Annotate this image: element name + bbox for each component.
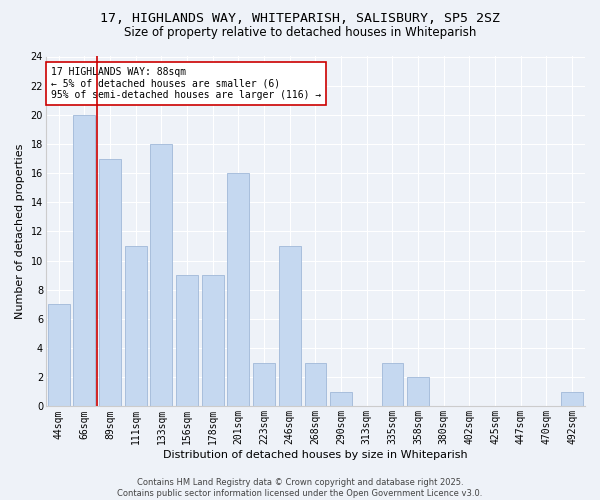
Bar [561,392,583,406]
Bar [99,158,121,406]
Text: 17, HIGHLANDS WAY, WHITEPARISH, SALISBURY, SP5 2SZ: 17, HIGHLANDS WAY, WHITEPARISH, SALISBUR… [100,12,500,26]
Text: Contains HM Land Registry data © Crown copyright and database right 2025.
Contai: Contains HM Land Registry data © Crown c… [118,478,482,498]
Bar [330,392,352,406]
Bar [125,246,146,406]
Bar [382,362,403,406]
Bar [407,378,429,406]
Text: 17 HIGHLANDS WAY: 88sqm
← 5% of detached houses are smaller (6)
95% of semi-deta: 17 HIGHLANDS WAY: 88sqm ← 5% of detached… [51,67,322,100]
Bar [227,173,250,406]
Bar [279,246,301,406]
Y-axis label: Number of detached properties: Number of detached properties [15,144,25,319]
Bar [73,115,95,406]
Bar [151,144,172,406]
Bar [48,304,70,406]
Text: Size of property relative to detached houses in Whiteparish: Size of property relative to detached ho… [124,26,476,39]
X-axis label: Distribution of detached houses by size in Whiteparish: Distribution of detached houses by size … [163,450,468,460]
Bar [176,275,198,406]
Bar [202,275,224,406]
Bar [253,362,275,406]
Bar [305,362,326,406]
